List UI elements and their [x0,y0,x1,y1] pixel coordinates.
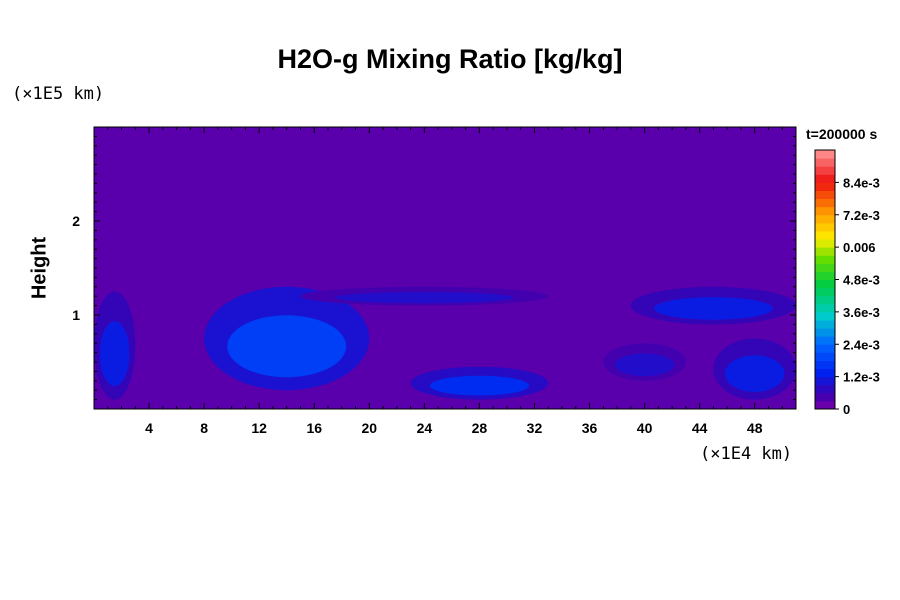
x-tick-label: 44 [692,420,708,436]
field-background [94,127,796,409]
colorbar-swatch [815,174,835,183]
colorbar-swatch [815,392,835,402]
colorbar-swatch [815,352,835,361]
colorbar-tick-label: 1.2e-3 [843,370,880,385]
chart-title: H2O-g Mixing Ratio [kg/kg] [277,44,623,74]
x-tick-label: 16 [306,420,322,436]
lower-tongue [429,375,529,396]
colorbar-swatch [815,247,835,256]
left-edge-swirl [99,321,130,387]
colorbar-swatch [815,239,835,248]
colorbar-tick-label: 2.4e-3 [843,337,880,352]
field-structures [94,286,796,400]
colorbar-swatch [815,311,835,321]
colorbar-swatch [815,384,835,394]
colorbar-swatch [815,158,835,167]
colorbar-swatch [815,303,835,313]
colorbar-swatch [815,344,835,353]
colorbar-swatch [815,279,835,289]
colorbar-swatch [815,255,835,264]
colorbar-tick-label: 3.6e-3 [843,305,880,320]
colorbar: 0 1.2e-3 2.4e-3 3.6e-3 4.8e-3 0.006 7.2e-3 8.4e… [814,149,880,417]
x-tick-label: 40 [637,420,653,436]
upper-right-tongue [653,297,773,320]
x-axis-unit: (×1E4 km) [700,444,793,464]
plot-area [94,127,796,409]
colorbar-swatch [815,328,835,337]
x-tick-label: 20 [362,420,378,436]
colorbar-swatch [815,376,835,386]
colorbar-swatch [815,190,835,200]
colorbar-swatch [815,214,835,224]
x-tick-label: 8 [200,420,208,436]
colorbar-swatch [815,271,835,280]
colorbar-swatch [815,319,835,329]
colorbar-tick-label: 7.2e-3 [843,208,880,223]
y-tick-label: 2 [72,213,80,229]
y-tick-label: 1 [72,307,80,323]
time-label: t=200000 s [806,126,878,142]
colorbar-swatch [815,368,835,378]
x-tick-label: 12 [251,420,267,436]
x-tick-label: 48 [747,420,763,436]
colorbar-swatch [815,336,835,345]
colorbar-swatch [815,360,835,370]
colorbar-tick-label: 4.8e-3 [843,273,880,288]
x-tick-label: 28 [472,420,488,436]
colorbar-tick-label: 8.4e-3 [843,175,880,190]
lower-right-eddy [724,355,785,392]
x-tick-label: 24 [417,420,433,436]
colorbar-swatch [815,182,835,191]
colorbar-swatch [815,400,835,410]
colorbar-tick-label: 0 [843,402,850,417]
colorbar-swatch [815,206,835,216]
x-tick-label: 36 [582,420,598,436]
colorbar-swatch [815,166,835,175]
colorbar-swatch [815,295,835,305]
large-eddy-center [227,315,347,378]
right-vortex [614,353,675,377]
colorbar-swatch [815,150,835,159]
x-tick-label: 4 [145,420,153,436]
colorbar-swatch [815,198,835,208]
filament-band-top [335,291,514,304]
colorbar-tick-label: 0.006 [843,240,876,255]
colorbar-swatch [815,287,835,297]
colorbar-swatch [815,230,835,240]
x-tick-label: 32 [527,420,543,436]
y-axis-unit: (×1E5 km) [12,84,105,104]
colorbar-swatch [815,222,835,232]
colorbar-swatch [815,263,835,272]
